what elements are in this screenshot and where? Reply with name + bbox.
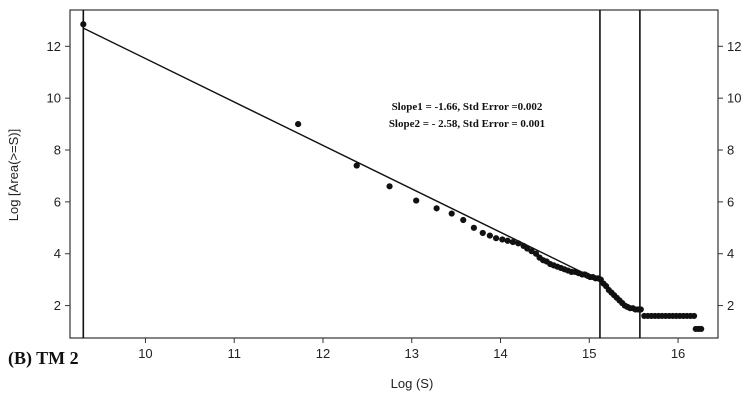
y-tick-label-left: 6 [54, 194, 61, 209]
y-tick-label-left: 2 [54, 298, 61, 313]
y-tick-label-right: 4 [727, 246, 734, 261]
x-tick-label: 10 [138, 346, 152, 361]
y-tick-label-right: 8 [727, 143, 734, 158]
x-tick-label: 12 [316, 346, 330, 361]
y-tick-label-right: 2 [727, 298, 734, 313]
annotation-slope2: Slope2 = - 2.58, Std Error = 0.001 [389, 118, 545, 130]
data-point [433, 205, 440, 212]
data-point [637, 306, 644, 313]
vertical-lines [82, 10, 641, 338]
x-axis: 10 11 12 13 14 15 16 [138, 338, 685, 361]
data-point [413, 197, 420, 204]
data-point [470, 224, 477, 231]
x-tick-label: 11 [227, 346, 241, 361]
y-tick-label-left: 4 [54, 246, 61, 261]
data-point [386, 183, 393, 190]
y-tick-label-left: 12 [47, 39, 61, 54]
data-point [353, 162, 360, 169]
annotation-slope1: Slope1 = -1.66, Std Error =0.002 [392, 101, 543, 113]
y-tick-label-right: 6 [727, 194, 734, 209]
plot-area [69, 9, 719, 339]
x-tick-label: 15 [582, 346, 596, 361]
y-tick-label-right: 10 [727, 91, 741, 106]
x-axis-title: Log (S) [391, 376, 434, 391]
y-axis-title: Log [Area(>=S)] [6, 129, 21, 222]
data-point [80, 21, 87, 28]
data-point [479, 229, 486, 237]
y-axis-right: 2 4 6 8 10 12 [718, 39, 741, 313]
y-tick-label-right: 12 [727, 39, 741, 54]
data-point [492, 235, 500, 242]
fit-line [83, 27, 601, 282]
x-tick-label: 13 [405, 346, 419, 361]
y-tick-label-left: 8 [54, 143, 61, 158]
panel-label: (B) TM 2 [8, 348, 79, 369]
data-point [499, 236, 506, 243]
y-tick-label-left: 10 [47, 91, 61, 106]
data-point [448, 210, 455, 217]
data-point [486, 232, 493, 239]
x-tick-label: 16 [671, 346, 685, 361]
data-point [509, 238, 517, 246]
data-point [515, 240, 522, 247]
data-point [698, 325, 705, 333]
y-axis-left: 2 4 6 8 10 12 [47, 39, 70, 313]
fit-lines [83, 27, 601, 282]
data-points [80, 21, 705, 333]
data-point [690, 312, 698, 320]
x-tick-label: 14 [493, 346, 507, 361]
data-point [295, 120, 302, 128]
plot-border [69, 9, 719, 339]
data-point [460, 216, 467, 224]
data-point [504, 237, 511, 244]
